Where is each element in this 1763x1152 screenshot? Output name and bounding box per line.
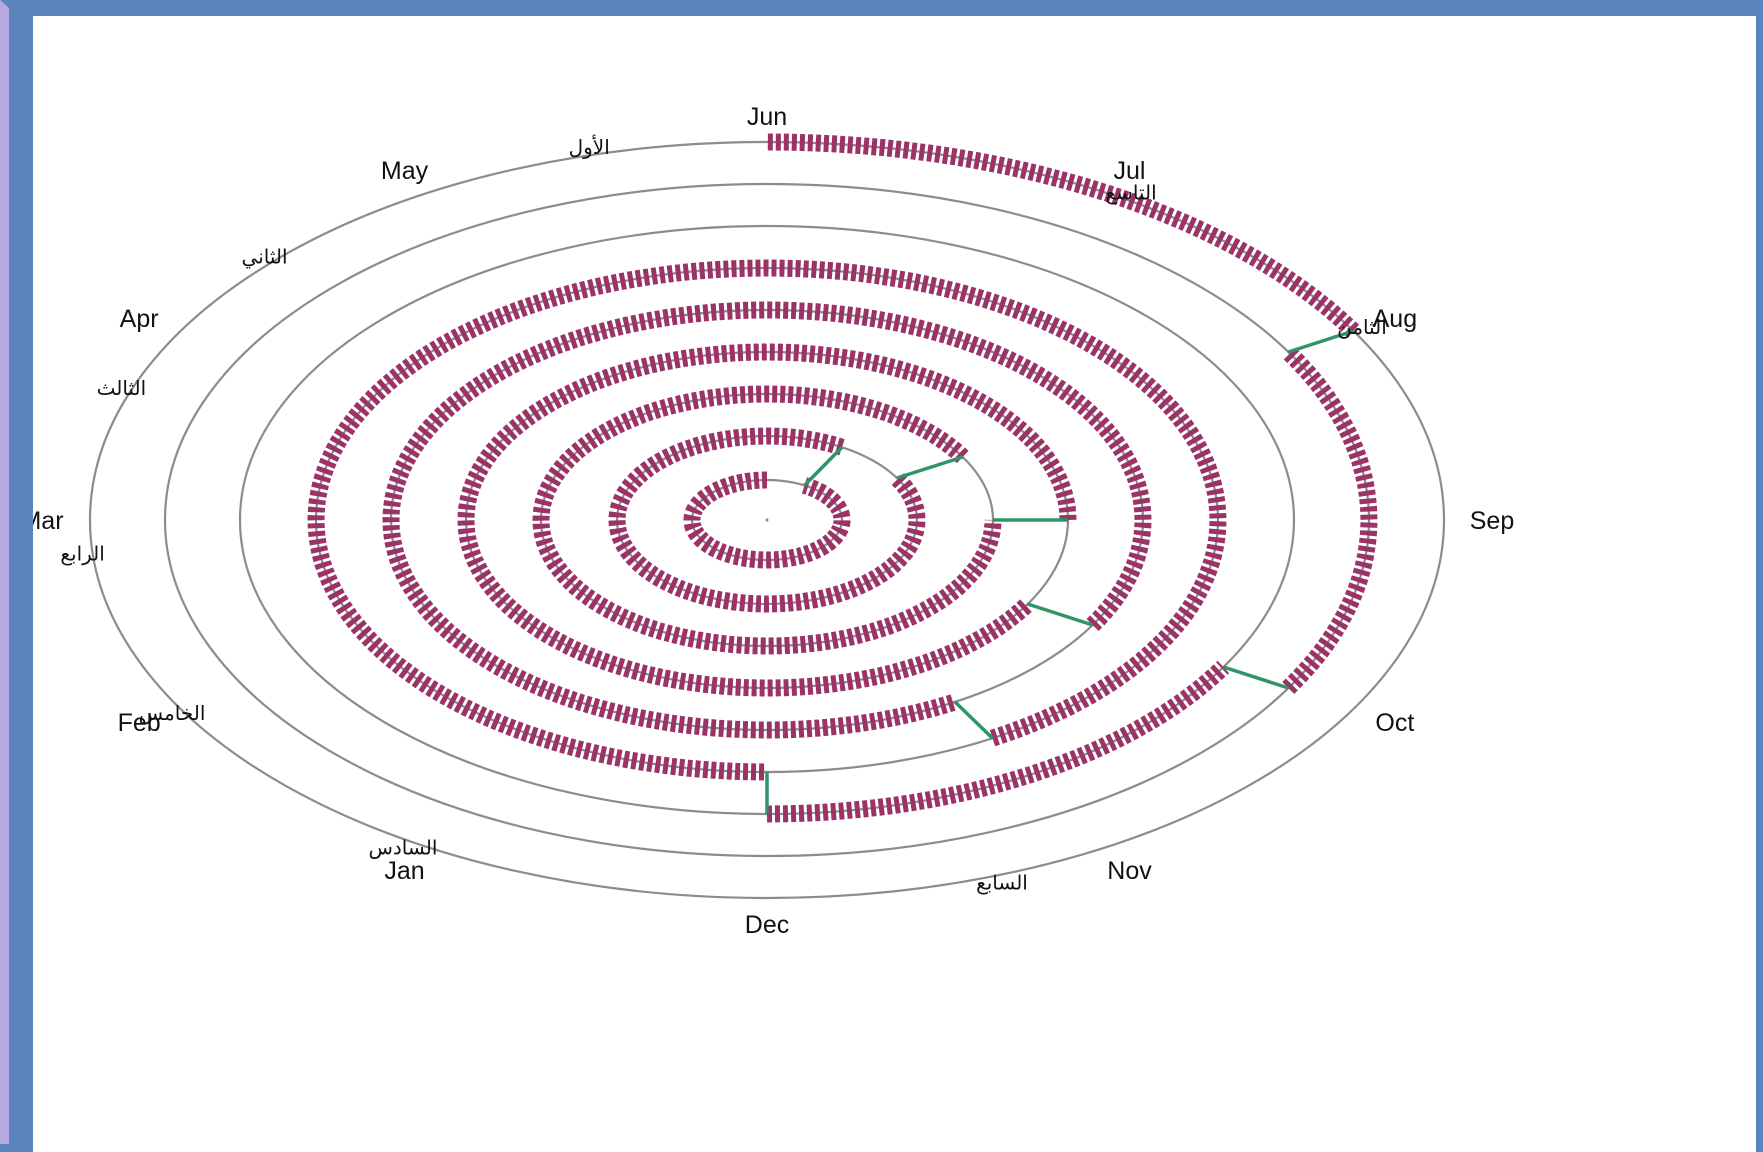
month-label: Nov bbox=[1107, 857, 1152, 885]
ring-label: الرابع bbox=[60, 542, 104, 566]
spiral-chart: Jun May Apr Mar Feb Jan Dec Nov Oct Sep Aug Jul الأو… bbox=[33, 103, 1514, 939]
ring-label: السابع bbox=[976, 871, 1028, 895]
connector-4 bbox=[1027, 602, 1094, 627]
center-dot bbox=[765, 518, 769, 522]
month-label: Mar bbox=[33, 507, 64, 535]
ring-label: الثاني bbox=[242, 245, 288, 270]
segments-layer bbox=[307, 133, 1378, 823]
connector-5 bbox=[953, 700, 994, 740]
month-label: Jan bbox=[384, 857, 424, 885]
ring-label: السادس bbox=[368, 835, 437, 859]
spiral-segment-8 bbox=[1282, 346, 1378, 694]
month-label: Apr bbox=[120, 305, 159, 333]
spiral-segment-2 bbox=[608, 427, 926, 613]
ring-label: الثالث bbox=[97, 376, 147, 400]
month-label: Feb bbox=[118, 709, 161, 737]
month-label: Sep bbox=[1470, 507, 1514, 535]
spiral-segment-1 bbox=[683, 471, 851, 569]
ring-9 bbox=[88, 140, 1446, 900]
ring-label: الأول bbox=[569, 135, 610, 159]
connector-7 bbox=[1222, 665, 1289, 690]
spiral-segment-4 bbox=[457, 343, 1077, 697]
ring-label: الثامن bbox=[1337, 315, 1387, 339]
ring-label: الخامس bbox=[139, 701, 206, 725]
spiral-segment-7 bbox=[766, 660, 1230, 823]
month-label: Jun bbox=[747, 103, 787, 131]
labels-layer: Jun May Apr Mar Feb Jan Dec Nov Oct Sep Aug Jul الأو… bbox=[33, 103, 1514, 939]
chart-canvas: Jun May Apr Mar Feb Jan Dec Nov Oct Sep Aug Jul الأو… bbox=[33, 16, 1756, 1152]
ring-8 bbox=[163, 182, 1371, 858]
connector-2 bbox=[896, 455, 964, 480]
spiral-segment-6 bbox=[307, 259, 1227, 781]
month-label: Oct bbox=[1375, 709, 1414, 737]
month-label: Dec bbox=[745, 911, 789, 939]
month-label: Jul bbox=[1114, 157, 1146, 185]
spiral-segment-3 bbox=[532, 385, 1002, 655]
connector-8 bbox=[1287, 329, 1354, 354]
spiral-segment-5 bbox=[382, 301, 1152, 739]
connector-1 bbox=[803, 446, 844, 487]
month-label: May bbox=[381, 157, 429, 185]
month-label: Aug bbox=[1373, 305, 1417, 333]
spiral-segment-9 bbox=[766, 133, 1360, 338]
ring-label: التاسع bbox=[1105, 181, 1156, 205]
